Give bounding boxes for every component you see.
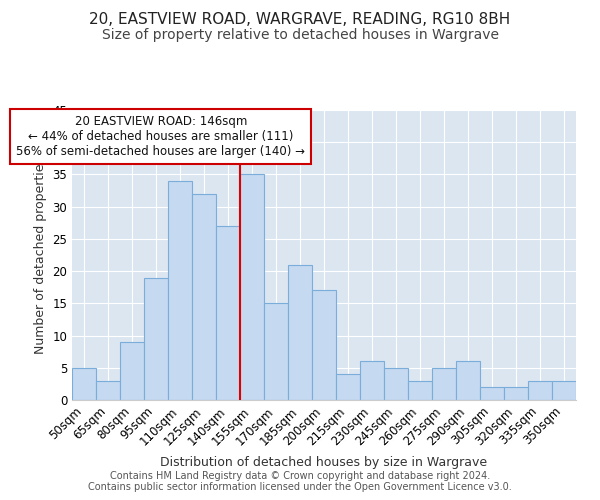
Bar [552,380,576,400]
Bar [336,374,360,400]
Bar [384,368,408,400]
Bar [96,380,120,400]
Bar [192,194,216,400]
Bar [288,264,312,400]
Bar [480,387,504,400]
X-axis label: Distribution of detached houses by size in Wargrave: Distribution of detached houses by size … [160,456,488,469]
Text: 20, EASTVIEW ROAD, WARGRAVE, READING, RG10 8BH: 20, EASTVIEW ROAD, WARGRAVE, READING, RG… [89,12,511,28]
Text: Contains public sector information licensed under the Open Government Licence v3: Contains public sector information licen… [88,482,512,492]
Bar [528,380,552,400]
Text: Size of property relative to detached houses in Wargrave: Size of property relative to detached ho… [101,28,499,42]
Text: 20 EASTVIEW ROAD: 146sqm
← 44% of detached houses are smaller (111)
56% of semi-: 20 EASTVIEW ROAD: 146sqm ← 44% of detach… [16,115,305,158]
Bar [144,278,168,400]
Bar [72,368,96,400]
Bar [120,342,144,400]
Bar [240,174,264,400]
Bar [456,362,480,400]
Bar [264,304,288,400]
Bar [168,181,192,400]
Y-axis label: Number of detached properties: Number of detached properties [34,156,47,354]
Bar [432,368,456,400]
Bar [360,362,384,400]
Bar [312,290,336,400]
Bar [504,387,528,400]
Text: Contains HM Land Registry data © Crown copyright and database right 2024.: Contains HM Land Registry data © Crown c… [110,471,490,481]
Bar [216,226,240,400]
Bar [408,380,432,400]
